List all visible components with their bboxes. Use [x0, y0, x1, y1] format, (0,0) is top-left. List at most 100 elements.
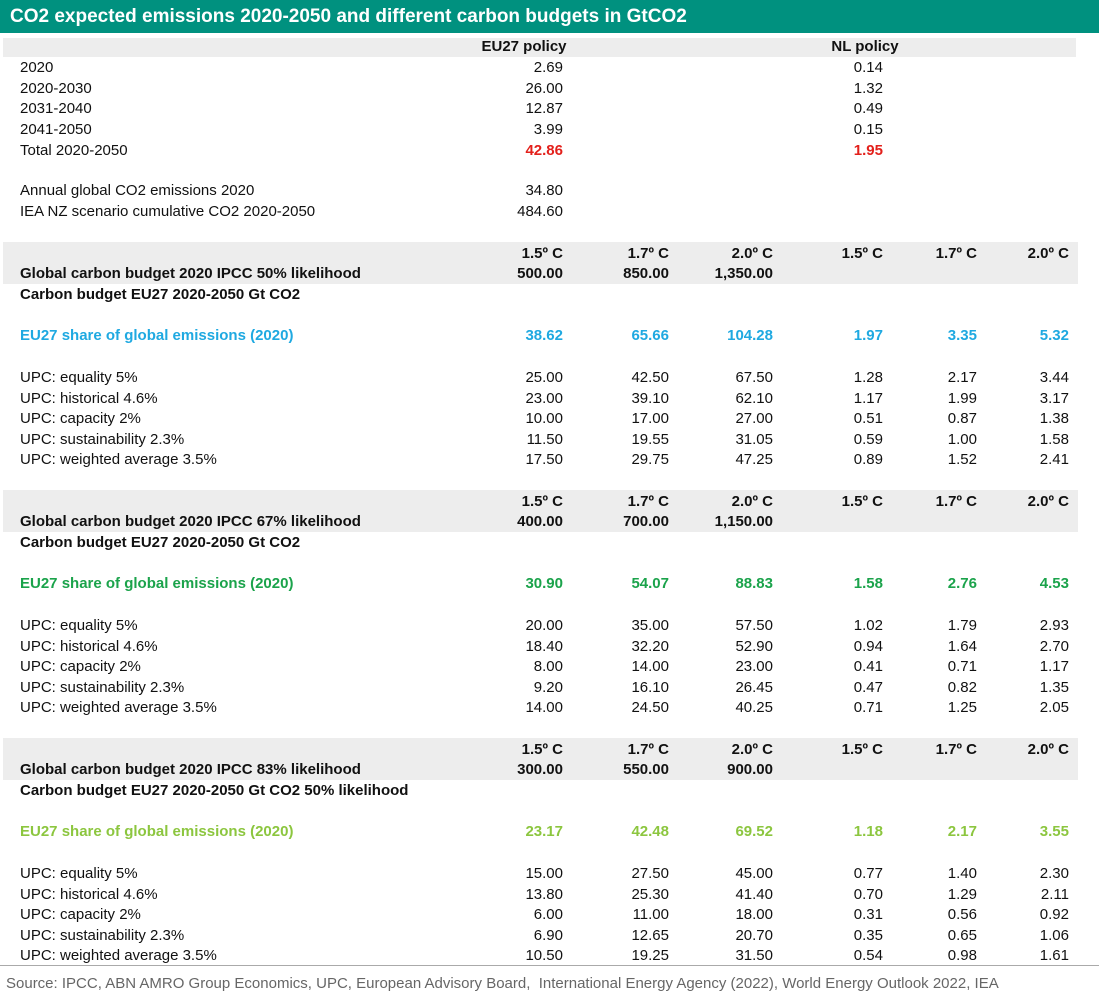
row-label: UPC: equality 5%	[20, 369, 138, 386]
footer-rule	[0, 965, 1099, 966]
cell: 500.00	[517, 265, 563, 282]
cell: 300.00	[517, 761, 563, 778]
cell: 5.32	[1039, 327, 1069, 344]
cell: 0.31	[853, 906, 883, 924]
cell: 6.00	[533, 906, 563, 924]
cell: 0.87	[947, 410, 977, 428]
cell: 20.00	[525, 617, 563, 634]
cell: 1.97	[853, 327, 883, 344]
row-label: UPC: equality 5%	[20, 865, 138, 882]
cell: 54.07	[631, 575, 669, 592]
cell: 3.44	[1039, 369, 1069, 386]
column-header: 1.7º C	[627, 493, 669, 510]
cell: 10.00	[525, 410, 563, 428]
column-header: 1.7º C	[627, 741, 669, 758]
cell: 0.70	[853, 885, 883, 903]
row-label: UPC: capacity 2%	[20, 410, 141, 428]
cell: 57.50	[735, 617, 773, 634]
cell: 1.02	[853, 617, 883, 634]
cell: 35.00	[631, 617, 669, 634]
cell: 23.00	[735, 658, 773, 676]
column-header: 2.0º C	[731, 245, 773, 262]
row-label: UPC: sustainability 2.3%	[20, 926, 185, 944]
cell: 4.53	[1039, 575, 1069, 592]
cell: 1.32	[853, 79, 883, 97]
cell: 12.87	[525, 100, 563, 118]
cell: 12.65	[631, 926, 669, 944]
header-band	[3, 738, 1078, 780]
cell: 17.00	[631, 410, 669, 428]
cell: 1.99	[947, 389, 977, 407]
cell: 1.64	[947, 637, 977, 655]
cell: 24.50	[631, 699, 669, 717]
cell: 0.94	[853, 637, 883, 655]
column-header: NL policy	[831, 38, 899, 55]
cell: 27.50	[631, 865, 669, 882]
column-header: 2.0º C	[1027, 245, 1069, 262]
cell: 88.83	[735, 575, 773, 592]
cell: 19.55	[631, 430, 669, 448]
cell: 18.40	[525, 637, 563, 655]
cell: 3.35	[947, 327, 977, 344]
cell: 2.05	[1039, 699, 1069, 717]
cell: 1.79	[947, 617, 977, 634]
cell: 25.00	[525, 369, 563, 386]
row-label: 2020	[20, 59, 54, 76]
cell: 45.00	[735, 865, 773, 882]
cell: 38.62	[525, 327, 563, 344]
header-band	[3, 490, 1078, 532]
cell: 42.48	[631, 823, 669, 840]
cell: 2.76	[947, 575, 977, 592]
cell: 1,350.00	[714, 265, 773, 282]
title-bar	[0, 0, 1099, 33]
row-label: EU27 share of global emissions (2020)	[20, 823, 294, 840]
cell: 1.18	[853, 823, 883, 840]
cell: 1.40	[947, 865, 977, 882]
column-header: 1.5º C	[841, 493, 883, 510]
cell: 104.28	[727, 327, 773, 344]
column-header: 2.0º C	[1027, 741, 1069, 758]
cell: 67.50	[735, 369, 773, 386]
row-label: EU27 share of global emissions (2020)	[20, 327, 294, 344]
cell: 18.00	[735, 906, 773, 924]
row-label: EU27 share of global emissions (2020)	[20, 575, 294, 592]
cell: 19.25	[631, 947, 669, 965]
cell: 0.71	[947, 658, 977, 676]
title: CO2 expected emissions 2020-2050 and dif…	[10, 6, 687, 27]
cell: 0.47	[853, 678, 883, 696]
column-header: 2.0º C	[731, 741, 773, 758]
cell: 0.77	[853, 865, 883, 882]
cell: 3.55	[1039, 823, 1069, 840]
cell: 0.65	[947, 926, 977, 944]
row-label: 2020-2030	[20, 79, 92, 97]
row-label: Global carbon budget 2020 IPCC 50% likel…	[20, 265, 361, 282]
cell: 2.17	[947, 823, 977, 840]
cell: 32.20	[631, 637, 669, 655]
cell: 1.17	[853, 389, 883, 407]
cell: 31.50	[735, 947, 773, 965]
cell: 2.70	[1039, 637, 1069, 655]
column-header: 1.7º C	[935, 741, 977, 758]
column-header: 1.7º C	[935, 493, 977, 510]
cell: 0.41	[853, 658, 883, 676]
column-header: 1.5º C	[521, 493, 563, 510]
row-label: UPC: sustainability 2.3%	[20, 678, 185, 696]
cell: 0.35	[853, 926, 883, 944]
cell: 0.14	[853, 59, 883, 76]
cell: 1.00	[947, 430, 977, 448]
cell: 23.00	[525, 389, 563, 407]
cell: 14.00	[525, 699, 563, 717]
cell: 30.90	[525, 575, 563, 592]
cell: 1.28	[853, 369, 883, 386]
cell: 65.66	[631, 327, 669, 344]
row-label: Annual global CO2 emissions 2020	[20, 182, 255, 199]
cell: 42.86	[525, 141, 563, 159]
cell: 10.50	[525, 947, 563, 965]
cell: 62.10	[735, 389, 773, 407]
cell: 11.50	[526, 430, 563, 448]
column-header: 2.0º C	[731, 493, 773, 510]
column-header: 1.5º C	[521, 741, 563, 758]
row-label: Global carbon budget 2020 IPCC 67% likel…	[20, 513, 361, 530]
cell: 0.54	[853, 947, 883, 965]
row-label: Total 2020-2050	[20, 141, 128, 159]
